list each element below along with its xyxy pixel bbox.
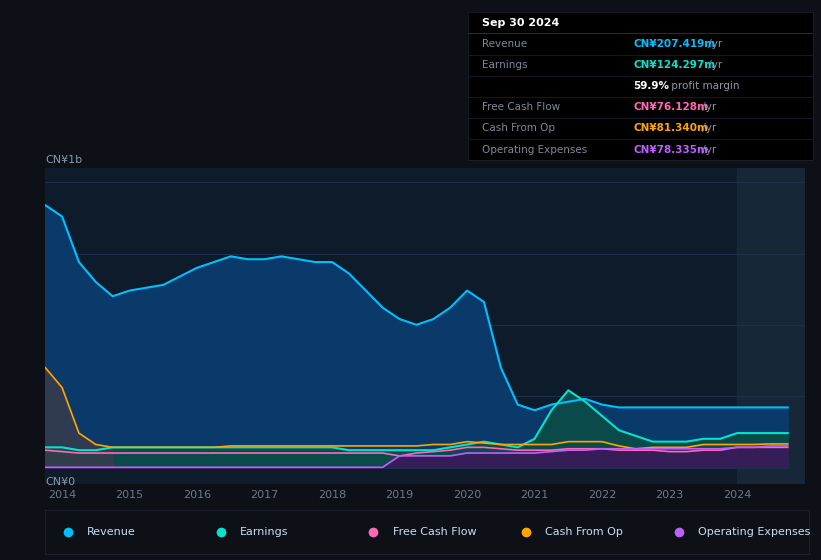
Text: Cash From Op: Cash From Op bbox=[482, 124, 555, 133]
Text: Operating Expenses: Operating Expenses bbox=[698, 527, 810, 537]
Text: CN¥81.340m: CN¥81.340m bbox=[634, 124, 709, 133]
Text: Earnings: Earnings bbox=[240, 527, 288, 537]
Text: /yr: /yr bbox=[699, 124, 716, 133]
Text: Sep 30 2024: Sep 30 2024 bbox=[482, 18, 559, 28]
Text: Operating Expenses: Operating Expenses bbox=[482, 144, 587, 155]
Text: Free Cash Flow: Free Cash Flow bbox=[392, 527, 476, 537]
Text: /yr: /yr bbox=[705, 60, 722, 70]
Text: CN¥76.128m: CN¥76.128m bbox=[634, 102, 709, 113]
Text: Cash From Op: Cash From Op bbox=[545, 527, 623, 537]
Text: CN¥1b: CN¥1b bbox=[45, 155, 82, 165]
Text: CN¥207.419m: CN¥207.419m bbox=[634, 39, 716, 49]
Text: profit margin: profit margin bbox=[668, 81, 740, 91]
Text: Earnings: Earnings bbox=[482, 60, 527, 70]
Text: Revenue: Revenue bbox=[482, 39, 527, 49]
Text: /yr: /yr bbox=[699, 102, 716, 113]
Text: Revenue: Revenue bbox=[87, 527, 136, 537]
Text: /yr: /yr bbox=[705, 39, 722, 49]
Text: CN¥78.335m: CN¥78.335m bbox=[634, 144, 709, 155]
Bar bbox=[737, 168, 811, 484]
Text: /yr: /yr bbox=[699, 144, 716, 155]
Text: 59.9%: 59.9% bbox=[634, 81, 669, 91]
Text: CN¥0: CN¥0 bbox=[45, 477, 76, 487]
Text: Free Cash Flow: Free Cash Flow bbox=[482, 102, 560, 113]
Text: CN¥124.297m: CN¥124.297m bbox=[634, 60, 716, 70]
